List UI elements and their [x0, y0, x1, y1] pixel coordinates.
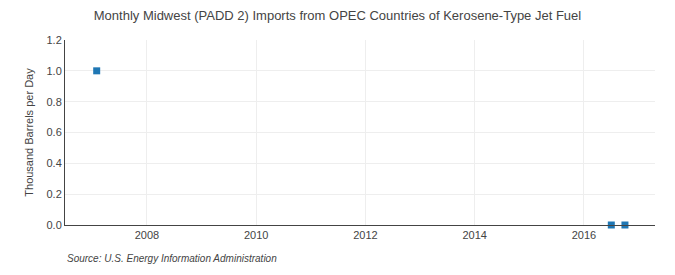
svg-text:2014: 2014: [462, 229, 486, 241]
svg-text:0.4: 0.4: [47, 157, 62, 169]
svg-text:Source: U.S. Energy Informatio: Source: U.S. Energy Information Administ…: [67, 253, 277, 264]
svg-text:Monthly Midwest (PADD 2) Impor: Monthly Midwest (PADD 2) Imports from OP…: [94, 8, 582, 23]
svg-text:1.2: 1.2: [47, 34, 62, 46]
svg-text:1.0: 1.0: [47, 65, 62, 77]
svg-text:2016: 2016: [572, 229, 596, 241]
svg-text:0.2: 0.2: [47, 188, 62, 200]
svg-text:0.0: 0.0: [47, 219, 62, 231]
svg-text:2010: 2010: [244, 229, 268, 241]
svg-text:0.8: 0.8: [47, 96, 62, 108]
svg-text:Thousand Barrels per Day: Thousand Barrels per Day: [23, 68, 35, 197]
svg-text:0.6: 0.6: [47, 126, 62, 138]
svg-text:2008: 2008: [135, 229, 159, 241]
svg-text:2012: 2012: [353, 229, 377, 241]
